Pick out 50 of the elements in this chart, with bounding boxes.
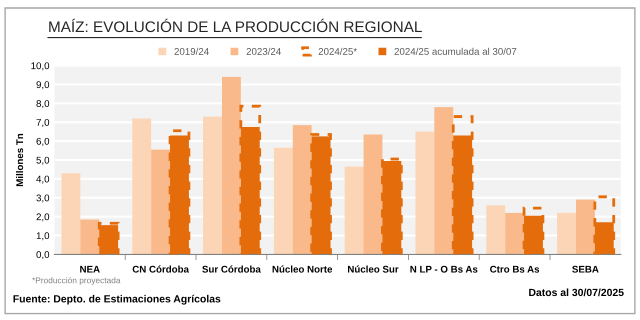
bar xyxy=(203,116,222,254)
bar xyxy=(452,115,474,254)
bar xyxy=(98,222,120,254)
source-note: Fuente: Depto. de Estimaciones Agrícolas xyxy=(13,294,220,305)
bar xyxy=(576,200,595,254)
y-tick-label: 5,0 xyxy=(36,156,50,165)
bar xyxy=(593,195,616,254)
y-axis-title: Millones Tn xyxy=(16,134,24,186)
bar xyxy=(222,76,241,254)
bar xyxy=(557,212,576,254)
x-tick-label: Ctro Bs As xyxy=(490,266,540,273)
bar xyxy=(274,148,293,254)
bar xyxy=(151,150,170,254)
x-tick-label: SEBA xyxy=(572,266,599,273)
legend-label: 2024/25* xyxy=(318,48,357,55)
bar xyxy=(132,118,152,254)
bar xyxy=(168,129,190,254)
chart-title: MAÍZ: EVOLUCIÓN DE LA PRODUCCIÓN REGIONAL xyxy=(49,18,422,32)
bar xyxy=(364,134,382,254)
bar xyxy=(415,132,434,254)
bar xyxy=(292,125,312,254)
y-tick-label: 3,0 xyxy=(36,194,50,203)
text: Datos al 30/07/2025 xyxy=(529,288,624,296)
bar xyxy=(486,205,506,254)
y-tick-label: 9,0 xyxy=(36,81,50,90)
bar xyxy=(434,107,454,254)
x-tick-label: CN Córdoba xyxy=(132,265,190,273)
y-tick-label: 10,0 xyxy=(31,62,50,70)
bar xyxy=(344,166,364,254)
bar xyxy=(80,219,100,254)
y-tick-label: 7,0 xyxy=(36,118,50,128)
bar xyxy=(505,212,524,254)
y-tick-label: 0,0 xyxy=(36,251,50,260)
y-tick-label: 6,0 xyxy=(36,138,50,146)
legend-label: 2024/25 acumulada al 30/07 xyxy=(394,48,516,55)
bar xyxy=(239,104,262,254)
x-tick-label: NEA xyxy=(80,266,100,273)
bar xyxy=(61,173,80,254)
y-tick-label: 4,0 xyxy=(36,176,50,184)
y-tick-label: 1,0 xyxy=(36,232,50,240)
legend-label: 2023/24 xyxy=(246,48,281,55)
y-tick-label: 8,0 xyxy=(36,100,50,108)
x-tick-label: Núcleo Norte xyxy=(272,265,332,273)
legend-label: 2019/24 xyxy=(174,48,209,55)
text: *Producción proyectada xyxy=(32,277,120,285)
x-tick-label: Sur Córdoba xyxy=(202,265,261,273)
y-tick-label: 2,0 xyxy=(36,213,50,222)
x-tick-label: Núcleo Sur xyxy=(348,265,399,273)
x-tick-label: N LP - O Bs As xyxy=(410,266,478,273)
bar xyxy=(522,206,544,254)
